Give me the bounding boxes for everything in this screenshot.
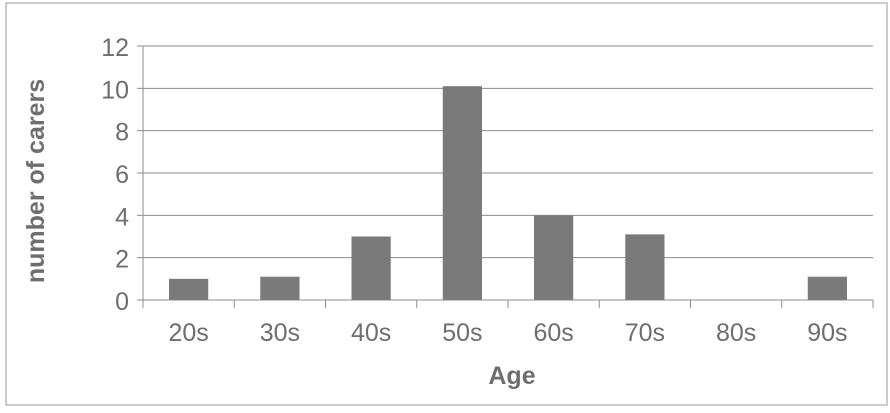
bar-90s	[807, 276, 847, 300]
chart-border	[5, 2, 888, 406]
x-tick-label: 60s	[533, 319, 573, 347]
bar-70s	[625, 234, 665, 300]
x-tick-label: 90s	[807, 319, 847, 347]
y-tick-label: 10	[101, 76, 129, 104]
y-tick-label: 6	[115, 161, 129, 189]
y-tick-label: 8	[115, 119, 129, 147]
bar-60s	[534, 215, 574, 300]
y-axis-title: number of carers	[22, 79, 50, 283]
x-tick-label: 30s	[260, 319, 300, 347]
bar-30s	[260, 276, 300, 300]
x-tick-label: 40s	[351, 319, 391, 347]
y-tick-label: 4	[115, 203, 129, 231]
y-tick-label: 2	[115, 246, 129, 274]
x-tick-label: 80s	[716, 319, 756, 347]
bar-20s	[169, 278, 209, 300]
x-tick-label: 50s	[442, 319, 482, 347]
y-tick-label: 0	[115, 288, 129, 316]
x-tick-labels: 20s 30s 40s 50s 60s 70s 80s 90s	[168, 319, 847, 347]
x-tick-label: 70s	[625, 319, 665, 347]
bar-40s	[351, 236, 391, 300]
y-tick-labels: 0 2 4 6 8 10 12	[101, 34, 129, 316]
gridlines	[137, 45, 874, 308]
y-tick-label: 12	[101, 34, 129, 62]
x-tick-label: 20s	[168, 319, 208, 347]
x-axis-title: Age	[488, 362, 535, 390]
bars	[169, 86, 847, 300]
bar-50s	[442, 86, 482, 300]
